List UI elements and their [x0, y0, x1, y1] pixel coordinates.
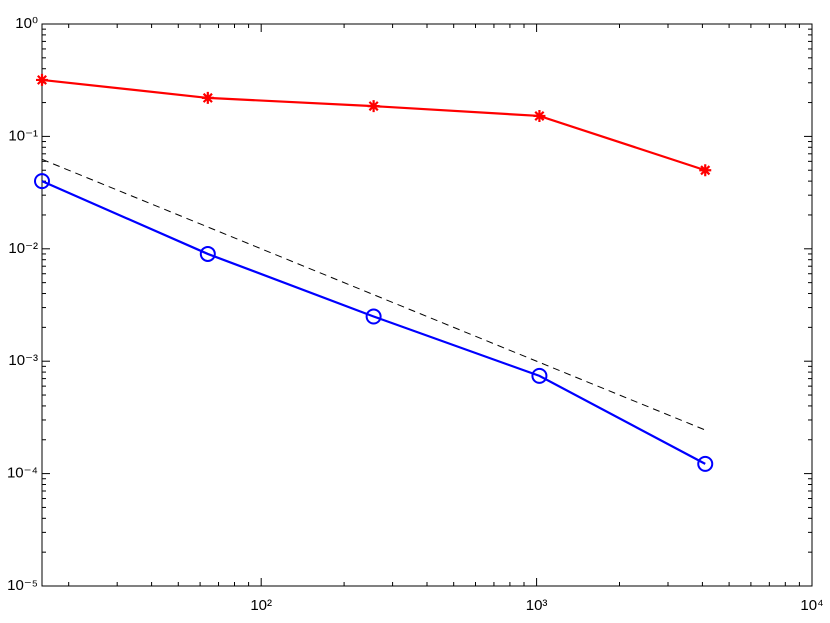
marker [697, 455, 714, 472]
marker [531, 367, 548, 384]
y-tick-label: 10⁰ [15, 15, 38, 32]
y-tick-label: 10⁻² [8, 240, 38, 257]
marker [699, 164, 712, 177]
x-tick-label: 10⁴ [800, 597, 823, 614]
marker [34, 173, 50, 190]
plot-frame [41, 23, 813, 587]
x-tick-label: 10³ [526, 597, 548, 614]
y-tick-label: 10⁻⁵ [7, 577, 38, 594]
y-tick-label: 10⁻⁴ [7, 465, 38, 482]
marker [36, 73, 48, 86]
y-tick-label: 10⁻³ [8, 352, 38, 369]
marker [201, 91, 214, 104]
x-tick-label: 10² [250, 597, 272, 614]
marker [199, 245, 216, 262]
marker [365, 308, 382, 325]
y-tick-label: 10⁻¹ [8, 127, 38, 144]
marker [367, 100, 380, 113]
series-line [41, 180, 706, 465]
marker [533, 109, 546, 122]
